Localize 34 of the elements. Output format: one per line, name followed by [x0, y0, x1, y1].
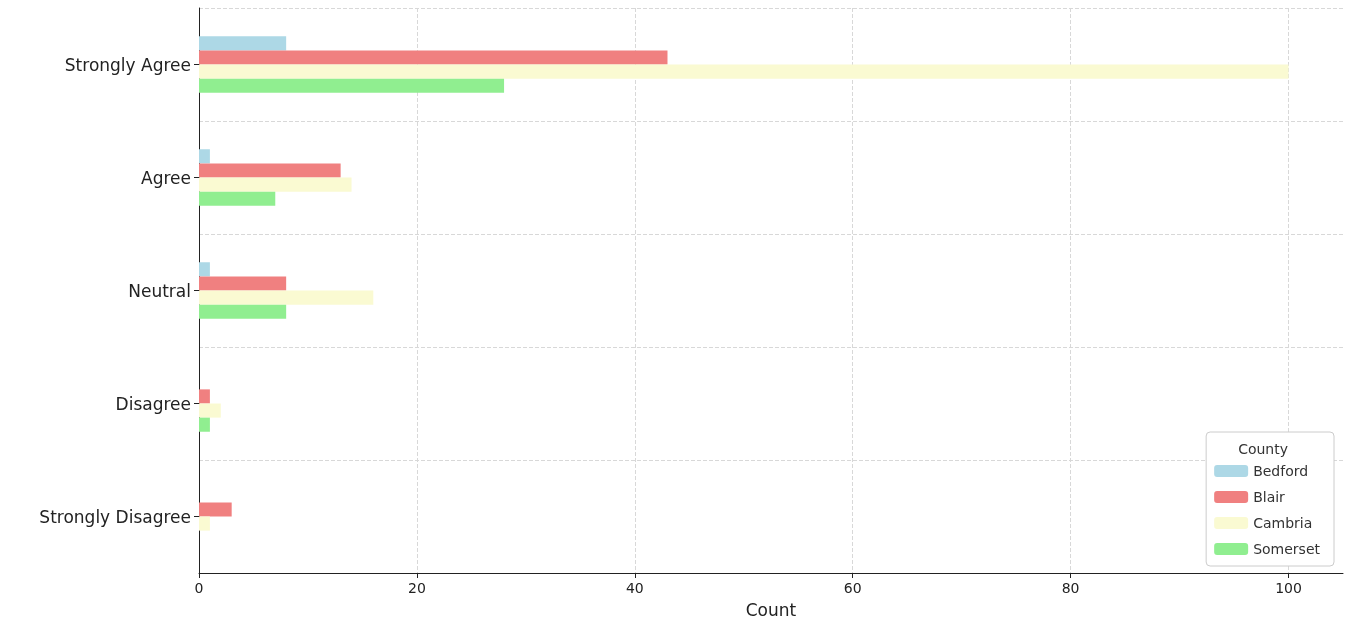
bar — [199, 403, 221, 418]
bar — [199, 290, 374, 305]
bar — [199, 502, 232, 517]
bar — [199, 516, 210, 531]
bar — [199, 304, 287, 319]
bar — [199, 191, 276, 206]
x-tick-label: 40 — [625, 580, 644, 596]
bar — [199, 36, 287, 51]
x-tick-label: 100 — [1275, 580, 1302, 596]
legend-label: Cambria — [1253, 515, 1313, 531]
x-axis-title: Count — [745, 599, 797, 620]
bar — [199, 50, 668, 65]
bar — [199, 149, 210, 164]
x-tick-label: 60 — [843, 580, 862, 596]
y-tick-label: Neutral — [128, 280, 191, 301]
y-tick-label: Agree — [141, 167, 191, 188]
x-tick-label: 80 — [1061, 580, 1080, 596]
bar — [199, 78, 505, 93]
bar — [199, 389, 210, 404]
y-tick-label: Strongly Agree — [64, 54, 191, 75]
x-tick-label: 20 — [407, 580, 426, 596]
bar — [199, 177, 352, 192]
bar — [199, 163, 341, 178]
bar — [199, 276, 287, 291]
legend-label: Blair — [1253, 489, 1286, 505]
legend-label: Bedford — [1253, 463, 1309, 479]
legend-label: Somerset — [1253, 541, 1321, 557]
y-tick-label: Disagree — [115, 393, 191, 414]
legend-title: County — [1238, 441, 1289, 457]
y-tick-label: Strongly Disagree — [39, 506, 191, 527]
bar — [199, 64, 1289, 79]
bar — [199, 417, 210, 432]
bar — [199, 262, 210, 277]
x-tick-label: 0 — [194, 580, 204, 596]
